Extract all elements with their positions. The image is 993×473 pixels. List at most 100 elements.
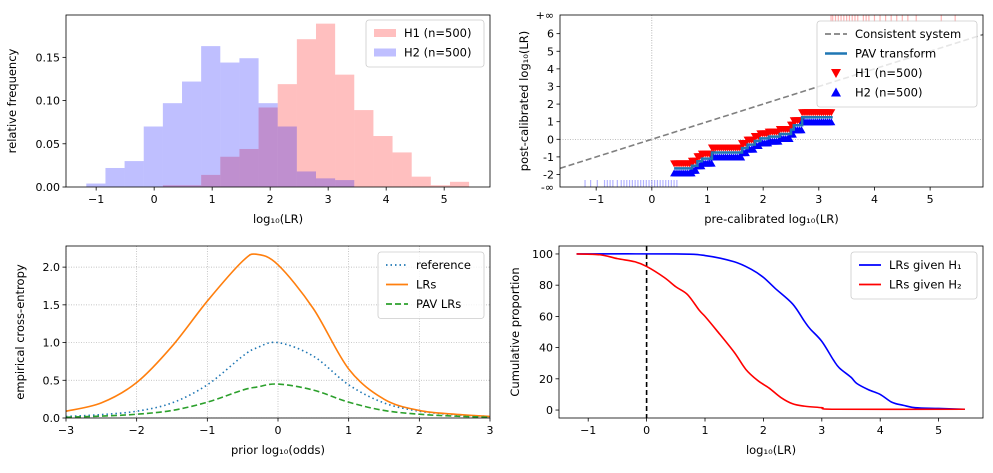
- legend-item: PAV LRs: [386, 297, 461, 311]
- histogram-bar: [335, 180, 355, 187]
- legend-label: LRs: [416, 278, 436, 292]
- y-tick-label: 0: [546, 404, 553, 417]
- axes-frame: [65, 14, 491, 188]
- y-axis-label: empirical cross-entropy: [13, 264, 27, 400]
- x-tick-label: 3: [487, 424, 494, 437]
- y-tick-label: -2: [543, 169, 554, 182]
- histogram-bar: [296, 39, 316, 187]
- y-tick-label: 0: [547, 133, 554, 146]
- histogram-bar: [430, 185, 450, 187]
- histogram-bar: [449, 181, 470, 187]
- h2-marker: [691, 166, 700, 174]
- histogram-bar: [105, 167, 125, 187]
- legend-item: H2 (n=500): [831, 86, 922, 100]
- y-tick-label-pos-inf: +∞: [536, 9, 554, 22]
- series-line: [576, 253, 965, 411]
- axes-frame: [65, 245, 491, 419]
- x-tick-label: −3: [58, 424, 74, 437]
- y-axis-label: relative frequency: [5, 48, 19, 153]
- y-tick-label: 40: [539, 342, 553, 355]
- subplot-1: −1 0 1 2 3 4 5 0.00 0.05 0.10 0.15 log₁₀(LR) relativ…: [5, 14, 491, 226]
- legend-label: H2 (n=500): [404, 46, 471, 60]
- legend-label: PAV transform: [855, 47, 936, 61]
- y-tick-label: 1.5: [43, 299, 61, 312]
- x-axis-label: log₁₀(LR): [746, 443, 796, 457]
- legend: Consistent system PAV transform H1 (n=500)…: [816, 20, 978, 108]
- x-tick-label: 1: [702, 424, 709, 437]
- y-tick-label: 6: [547, 28, 554, 41]
- y-tick-label: 0.00: [36, 181, 61, 194]
- x-tick-label: 1: [209, 193, 216, 206]
- y-tick-label: 1.0: [43, 337, 61, 350]
- legend-item: reference: [386, 258, 471, 272]
- h2-marker: [741, 149, 750, 157]
- y-tick-label: 2: [547, 98, 554, 111]
- x-tick-label: 2: [416, 424, 423, 437]
- y-tick-label: 80: [539, 279, 553, 292]
- triangle-down-marker-icon: [831, 69, 841, 78]
- h2-marker: [707, 159, 716, 167]
- h2-marker: [788, 130, 797, 138]
- x-tick-label: 2: [760, 424, 767, 437]
- histogram-bar: [411, 176, 431, 187]
- legend-swatch: [374, 48, 396, 57]
- histogram-bar: [239, 58, 259, 187]
- y-tick-label: 0.05: [36, 138, 61, 151]
- histogram-bar: [277, 126, 297, 187]
- legend: H1 (n=500) H2 (n=500): [365, 19, 485, 68]
- histogram-bar: [201, 46, 221, 187]
- histogram-bar: [258, 103, 278, 187]
- x-tick-label: 5: [927, 193, 934, 206]
- x-tick-label: 5: [441, 193, 448, 206]
- legend: LRs given H₁ LRs given H₂: [850, 251, 978, 300]
- x-tick-label: 3: [325, 193, 332, 206]
- histogram-bar: [258, 107, 278, 187]
- x-tick-label: 4: [871, 193, 878, 206]
- histogram-bar: [277, 84, 297, 187]
- x-axis-label: prior log₁₀(odds): [231, 443, 325, 457]
- legend-label: LRs given H₂: [889, 278, 962, 292]
- y-tick-label: 3: [547, 80, 554, 93]
- x-tick-label: −1: [580, 424, 596, 437]
- triangle-up-marker-icon: [831, 87, 841, 97]
- legend-frame: [850, 251, 978, 300]
- x-tick-label: 2: [267, 193, 274, 206]
- histogram-bar: [162, 103, 183, 187]
- y-tick-label: 0.5: [43, 374, 61, 387]
- legend-label: Consistent system: [855, 27, 961, 41]
- x-axis-label: pre-calibrated log₁₀(LR): [704, 212, 839, 226]
- legend-item: H1 (n=500): [374, 26, 471, 40]
- histogram-bar: [220, 156, 240, 187]
- legend-item: LRs: [386, 278, 436, 292]
- y-tick-label: 2.0: [43, 261, 61, 274]
- series-line-pav-lrs: [66, 383, 490, 418]
- legend-item: H2 (n=500): [374, 46, 471, 60]
- h2-marker: [785, 135, 794, 143]
- y-tick-label: 0.10: [36, 95, 61, 108]
- histogram-bar: [296, 171, 316, 187]
- histogram-bar: [124, 161, 144, 187]
- x-tick-label: 0: [151, 193, 158, 206]
- h2-marker: [797, 126, 806, 134]
- x-axis-label: log₁₀(LR): [253, 212, 303, 226]
- histogram-bar: [220, 62, 240, 187]
- subplot-2: −1 0 1 2 3 4 5 -2 -1 0 1 2 3 4 5 6 pre-calibrated log₁₀(…: [517, 9, 984, 226]
- legend-swatch: [374, 29, 396, 37]
- x-tick-label: 2: [760, 193, 767, 206]
- histogram-bar: [182, 81, 202, 187]
- plot-area: [576, 246, 965, 418]
- legend-label: H1 (n=500): [855, 66, 922, 80]
- y-tick-label: 0.15: [36, 51, 61, 64]
- histogram-bar: [86, 183, 106, 187]
- histogram-bar: [239, 148, 259, 187]
- x-tick-label: 3: [818, 424, 825, 437]
- x-tick-label: 0: [648, 193, 655, 206]
- h2-marker: [827, 118, 836, 126]
- histogram-bar: [182, 185, 202, 187]
- y-tick-label: 100: [532, 248, 553, 261]
- x-tick-label: 5: [935, 424, 942, 437]
- series-line: [576, 253, 965, 411]
- axes-frame: [558, 245, 984, 419]
- pav-transform-line: [674, 116, 833, 170]
